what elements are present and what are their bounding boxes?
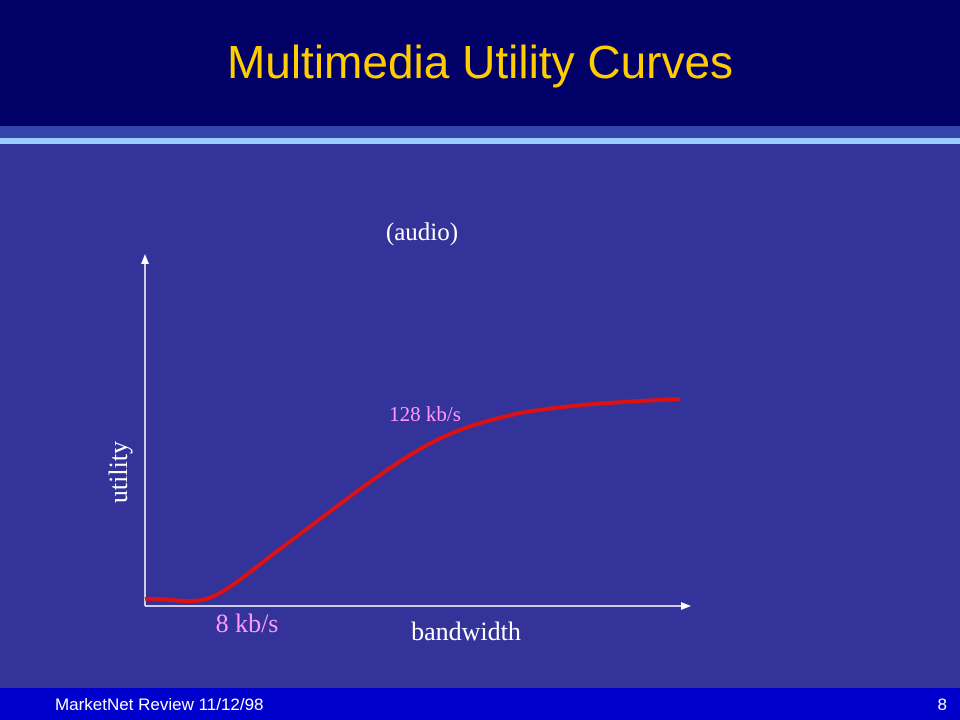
page-number: 8 xyxy=(938,695,947,714)
header-rule xyxy=(0,138,960,144)
footer-text: MarketNet Review 11/12/98 xyxy=(55,695,264,714)
x-axis-arrow xyxy=(681,602,691,610)
utility-curve xyxy=(144,397,681,604)
footer-band xyxy=(0,688,960,720)
slide-title: Multimedia Utility Curves xyxy=(227,36,733,88)
annotation: 8 kb/s xyxy=(216,609,279,638)
header-edge xyxy=(0,126,960,138)
y-axis-label: utility xyxy=(104,441,133,503)
y-axis-arrow xyxy=(141,254,149,264)
annotation: 128 kb/s xyxy=(389,402,461,426)
diagram-caption: (audio) xyxy=(386,219,458,246)
x-axis-label: bandwidth xyxy=(411,617,521,646)
header-band xyxy=(0,0,960,126)
